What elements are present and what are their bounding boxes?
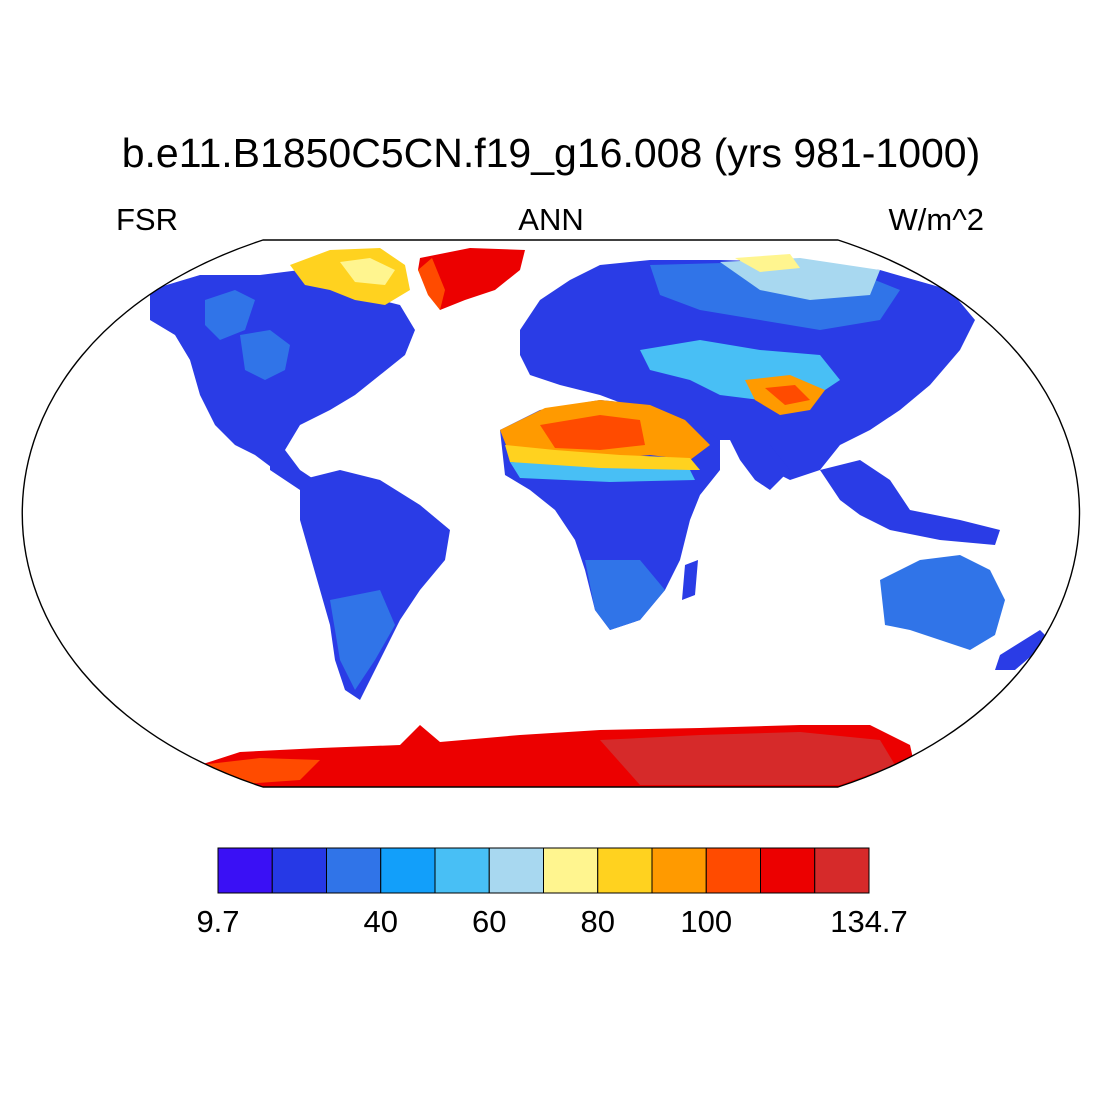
region-madagascar: [682, 560, 698, 600]
region-sahara-core: [540, 415, 645, 450]
colorbar-box: [271, 847, 327, 894]
region-north-america-east: [240, 330, 290, 380]
colorbar-box: [651, 847, 707, 894]
colorbar-tick-label: 80: [580, 904, 615, 939]
colorbar-box: [326, 847, 382, 894]
region-tibet-core: [765, 385, 810, 405]
region-canada-islands: [290, 248, 410, 305]
colorbar-box: [543, 847, 599, 894]
units-label: W/m^2: [888, 202, 984, 237]
region-sahara-edge: [505, 445, 700, 470]
colorbar-box: [597, 847, 653, 894]
season-label: ANN: [518, 202, 584, 237]
region-southeast-asia: [820, 460, 1000, 545]
colorbar-box: [380, 847, 436, 894]
map-outline: [21, 239, 1081, 788]
colorbar-tick-label: 60: [472, 904, 507, 939]
region-south-america-south: [330, 590, 395, 690]
region-australia: [880, 555, 1005, 650]
plot-title: b.e11.B1850C5CN.f19_g16.008 (yrs 981-100…: [121, 130, 981, 176]
colorbar-box: [814, 847, 870, 894]
region-canada-islands-light: [340, 258, 395, 285]
region-sahel: [510, 462, 695, 482]
colorbar-box: [217, 847, 273, 894]
region-new-zealand: [995, 630, 1050, 670]
region-south-africa: [585, 560, 665, 630]
colorbar-box: [760, 847, 816, 894]
region-india: [730, 440, 790, 490]
region-siberia-yellow: [735, 254, 800, 272]
colorbar-box: [705, 847, 761, 894]
region-greenland: [418, 248, 525, 310]
colorbar-tick-label: 100: [680, 904, 733, 939]
colorbar-tick-label: 40: [363, 904, 398, 939]
colorbar-box: [488, 847, 544, 894]
region-greenland-coast: [418, 258, 445, 310]
variable-label: FSR: [116, 202, 178, 237]
colorbar-box: [434, 847, 490, 894]
region-antarctica-east: [600, 732, 895, 785]
region-north-america-west: [205, 290, 255, 340]
colorbar-tick-label: 134.7: [830, 904, 908, 939]
colorbar-tick-label: 9.7: [196, 904, 240, 939]
